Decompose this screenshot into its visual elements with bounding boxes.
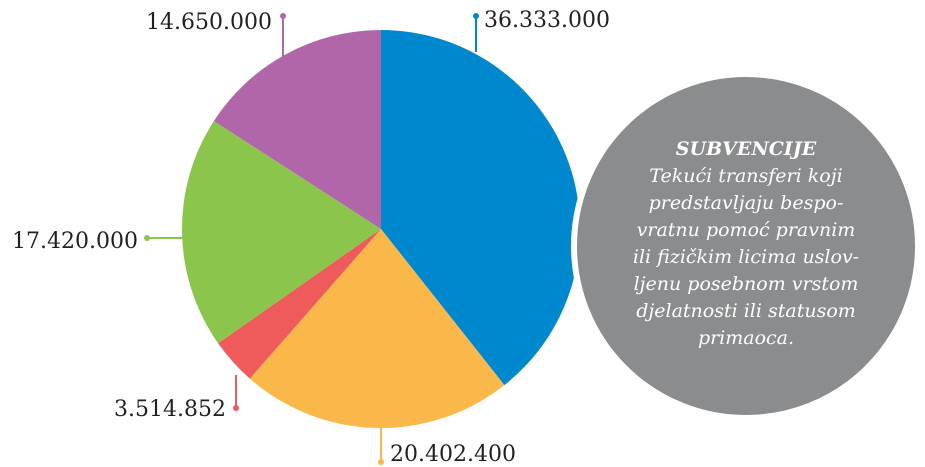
pie bbox=[182, 30, 580, 429]
note: SUBVENCIJE Tekući transferi koji predstavl… bbox=[633, 138, 859, 349]
leader-dot bbox=[233, 405, 239, 411]
note-circle bbox=[571, 71, 921, 421]
labels: 36.333.000 20.402.400 3.514.852 17.420.000 1… bbox=[12, 8, 610, 467]
leader-dot bbox=[473, 13, 479, 19]
value-label: 20.402.400 bbox=[390, 442, 516, 467]
note-title: SUBVENCIJE bbox=[676, 138, 817, 160]
note-line: djelatnosti ili statusom bbox=[636, 300, 856, 322]
note-line: vratnu pomoć pravnim bbox=[637, 219, 856, 241]
leader-dot bbox=[144, 235, 150, 241]
leader-dot bbox=[280, 13, 286, 19]
note-line: primaoca. bbox=[698, 327, 794, 349]
pie-slice bbox=[249, 229, 505, 429]
note-line: ili fizičkim licima uslov- bbox=[633, 246, 859, 268]
pie-slice bbox=[182, 120, 381, 344]
pie-slice bbox=[213, 30, 381, 229]
note-line: ljenu posebnom vrstom bbox=[634, 273, 859, 295]
value-label: 14.650.000 bbox=[146, 10, 272, 35]
value-label: 17.420.000 bbox=[12, 229, 138, 254]
note-line: Tekući transferi koji bbox=[649, 165, 842, 187]
value-label: 3.514.852 bbox=[114, 397, 226, 422]
leader-dot bbox=[378, 459, 384, 465]
pie-slice bbox=[381, 30, 580, 386]
pie-slice bbox=[218, 229, 381, 379]
note-line: predstavljaju bespo- bbox=[649, 192, 844, 214]
value-label: 36.333.000 bbox=[484, 8, 610, 33]
